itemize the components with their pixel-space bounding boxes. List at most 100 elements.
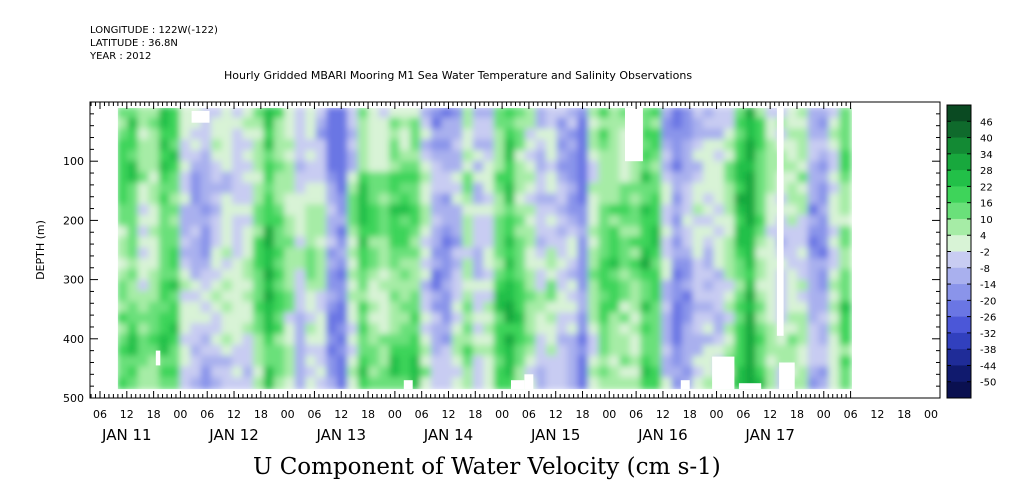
field-cell (179, 334, 193, 347)
field-cell (137, 334, 151, 347)
field-cell (661, 225, 674, 239)
field-cell (546, 258, 559, 272)
field-cell (598, 128, 611, 142)
field-cell (420, 355, 433, 369)
field-cell (294, 139, 308, 153)
field-cell (284, 290, 297, 304)
field-cell (347, 301, 360, 315)
field-cell (786, 171, 800, 185)
field-cell (263, 366, 276, 380)
field-cell (818, 106, 831, 120)
field-cell (493, 236, 507, 250)
x-hour-tick-label: 12 (120, 408, 134, 421)
field-cell (650, 280, 664, 293)
field-cell (221, 182, 234, 196)
field-cell (137, 290, 151, 304)
x-hour-tick-label: 18 (897, 408, 911, 421)
field-cell (567, 215, 580, 228)
field-cell (221, 161, 234, 174)
field-cell (273, 150, 287, 163)
field-cell (608, 225, 622, 239)
field-cell (567, 161, 580, 174)
field-cell (839, 269, 852, 282)
field-cell (587, 312, 601, 326)
field-cell (399, 301, 412, 315)
field-cell (242, 117, 255, 131)
field-cell (703, 161, 716, 174)
field-cell (839, 258, 852, 272)
field-cell (535, 323, 549, 336)
field-cell (127, 117, 140, 131)
field-cell (629, 366, 643, 380)
field-cell (127, 225, 140, 239)
field-cell (682, 366, 695, 380)
field-cell (640, 225, 653, 239)
field-cell (472, 161, 486, 174)
y-tick-label: 300 (63, 274, 84, 287)
field-cell (263, 344, 276, 358)
colorbar-label: 10 (980, 215, 993, 226)
field-cell (577, 312, 590, 326)
field-cell (410, 280, 423, 293)
field-cell (703, 215, 716, 228)
missing-data-region (524, 374, 534, 390)
field-cell (252, 323, 266, 336)
field-cell (378, 215, 392, 228)
colorbar-label: 34 (980, 150, 993, 161)
field-cell (755, 344, 768, 358)
field-cell (504, 150, 517, 163)
field-cell (525, 323, 538, 336)
field-cell (378, 150, 392, 163)
field-cell (577, 139, 590, 153)
field-cell (765, 215, 779, 228)
field-cell (326, 139, 339, 153)
field-cell (200, 225, 214, 239)
field-cell (724, 106, 737, 120)
field-cell (514, 106, 528, 120)
field-cell (640, 182, 653, 196)
field-cell (744, 182, 758, 196)
field-cell (598, 355, 611, 369)
x-hour-tick-label: 06 (93, 408, 107, 421)
field-cell (200, 236, 214, 250)
field-cell (828, 355, 842, 369)
field-cell (807, 269, 821, 282)
colorbar-swatch (947, 300, 971, 318)
field-cell (483, 355, 496, 369)
field-cell (807, 344, 821, 358)
field-cell (211, 280, 224, 293)
field-cell (378, 355, 392, 369)
field-cell (713, 150, 726, 163)
field-cell (116, 290, 130, 304)
field-cell (765, 377, 779, 391)
velocity-field (90, 102, 940, 398)
field-cell (315, 334, 329, 347)
field-cell (713, 117, 726, 131)
field-cell (148, 215, 161, 228)
field-cell (483, 269, 496, 282)
field-cell (598, 377, 611, 391)
field-cell (724, 236, 737, 250)
field-cell (399, 355, 412, 369)
field-cell (661, 150, 674, 163)
colorbar-swatch (947, 186, 971, 204)
field-cell (755, 182, 768, 196)
field-cell (347, 355, 360, 369)
field-cell (347, 225, 360, 239)
field-cell (190, 355, 203, 369)
field-cell (483, 215, 496, 228)
field-cell (692, 280, 706, 293)
field-cell (232, 344, 245, 358)
colorbar-swatch (947, 202, 971, 220)
field-cell (661, 128, 674, 142)
field-cell (430, 344, 444, 358)
field-cell (357, 312, 371, 326)
field-cell (493, 258, 507, 272)
field-cell (242, 323, 255, 336)
field-cell (577, 236, 590, 250)
x-hour-tick-label: 12 (763, 408, 777, 421)
field-cell (818, 377, 831, 391)
field-cell (420, 258, 433, 272)
field-cell (619, 182, 632, 196)
field-cell (336, 290, 350, 304)
